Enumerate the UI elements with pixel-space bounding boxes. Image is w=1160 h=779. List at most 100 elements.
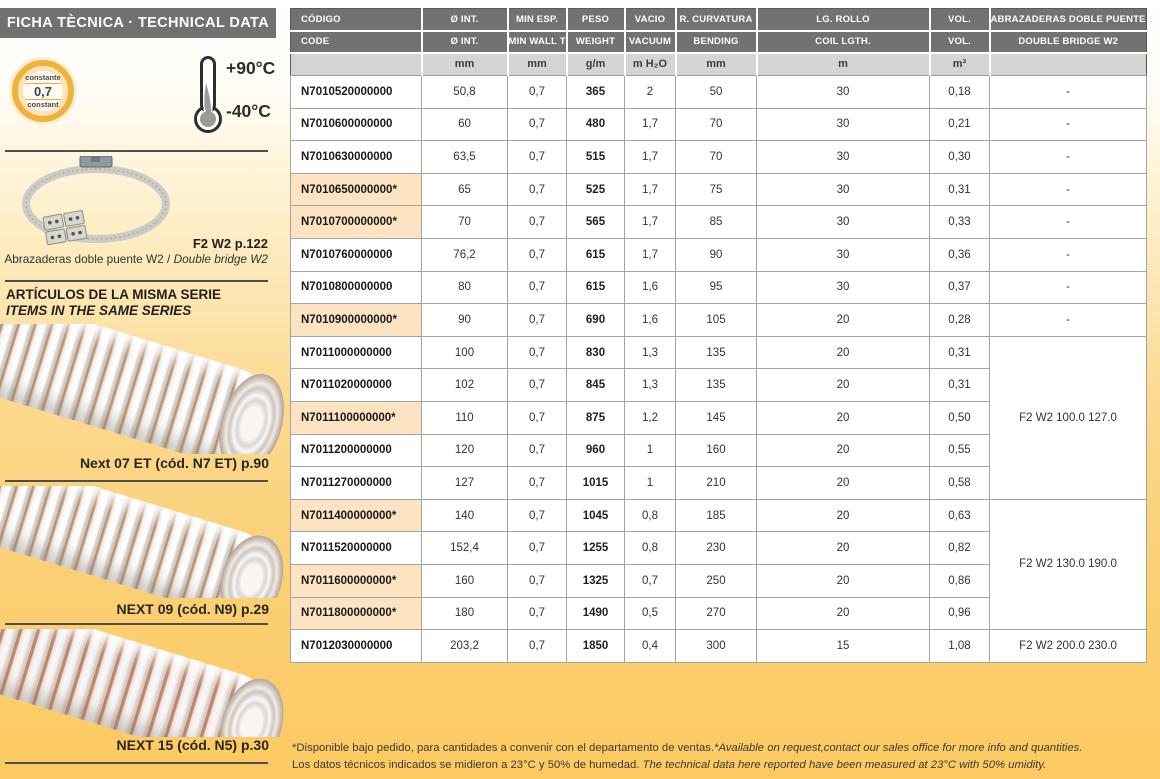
clamp-ref-cell: - [989, 107, 1147, 142]
coil-length-cell: 20 [756, 335, 930, 370]
series-heading-es: ARTÍCULOS DE LA MISMA SERIE [6, 287, 222, 302]
inner-diameter-cell: 60 [421, 107, 508, 142]
weight-cell: 1045 [566, 498, 625, 533]
min-wall-cell: 0,7 [507, 140, 567, 174]
vacuum-cell: 1,7 [624, 237, 676, 272]
vacuum-cell: 1,3 [624, 335, 676, 370]
min-wall-cell: 0,7 [507, 629, 567, 663]
weight-cell: 1255 [566, 531, 625, 565]
hose-image-next07 [0, 324, 285, 454]
coil-length-cell: 20 [756, 596, 930, 631]
min-wall-cell: 0,7 [507, 433, 567, 468]
footnote-2-en: The technical data here reported have be… [642, 759, 1047, 771]
min-wall-cell: 0,7 [507, 596, 567, 631]
volume-cell: 0,58 [929, 466, 990, 500]
sidebar: FICHA TÈCNICA · TECHNICAL DATA constante… [0, 0, 285, 779]
constant-badge: constante 0,7 constant [12, 60, 74, 122]
hose-image-next15 [0, 629, 285, 737]
bending-radius-cell: 95 [675, 270, 757, 305]
bending-radius-cell: 105 [675, 303, 757, 337]
clamp-ref-cell: F2 W2 200.0 230.0 [989, 629, 1147, 663]
min-wall-cell: 0,7 [507, 270, 567, 305]
code-cell: N7012030000000 [290, 629, 422, 663]
weight-cell: 615 [566, 270, 625, 305]
vacuum-cell: 1,7 [624, 107, 676, 142]
units-row: mm mm g/m m H₂O mm m m³ [290, 52, 1147, 76]
weight-cell: 960 [566, 433, 625, 468]
clamp-caption-es: Abrazaderas doble puente W2 / [4, 252, 174, 266]
bending-radius-cell: 230 [675, 531, 757, 565]
min-wall-cell: 0,7 [507, 303, 567, 337]
volume-cell: 0,31 [929, 172, 990, 207]
volume-cell: 0,31 [929, 368, 990, 402]
col-header-weight: WEIGHT [566, 30, 626, 54]
min-wall-cell: 0,7 [507, 498, 567, 533]
min-wall-cell: 0,7 [507, 107, 567, 142]
bending-radius-cell: 185 [675, 498, 757, 533]
unit-mm-2: mm [507, 52, 568, 76]
bending-radius-cell: 50 [675, 75, 757, 109]
bending-radius-cell: 85 [675, 205, 757, 239]
weight-cell: 875 [566, 400, 625, 435]
code-cell: N7010520000000 [290, 75, 422, 109]
footnote-line-1: *Disponible bajo pedido, para cantidades… [292, 740, 1148, 757]
volume-cell: 0,37 [929, 270, 990, 305]
table-row: N7011200000000 120 0,7 960 1 160 20 0,55 [290, 433, 1147, 468]
related-item-next15: NEXT 15 (cód. N5) p.30 [116, 737, 269, 753]
min-wall-cell: 0,7 [507, 172, 567, 207]
unit-mh2o: m H₂O [624, 52, 677, 76]
col-header-code: CODE [290, 30, 423, 54]
weight-cell: 1490 [566, 596, 625, 631]
hose-graphic [0, 629, 284, 737]
weight-cell: 1850 [566, 629, 625, 663]
min-wall-cell: 0,7 [507, 400, 567, 435]
volume-cell: 1,08 [929, 629, 990, 663]
weight-cell: 1325 [566, 563, 625, 598]
vacuum-cell: 1 [624, 433, 676, 468]
clamp-ref-cell: - [989, 205, 1147, 239]
min-wall-cell: 0,7 [507, 237, 567, 272]
weight-cell: 365 [566, 75, 625, 109]
min-wall-cell: 0,7 [507, 368, 567, 402]
bending-radius-cell: 135 [675, 335, 757, 370]
col-header-bending: BENDING [675, 30, 758, 54]
inner-diameter-cell: 110 [421, 400, 508, 435]
volume-cell: 0,50 [929, 400, 990, 435]
bending-radius-cell: 70 [675, 140, 757, 174]
table-row: N7011400000000* 140 0,7 1045 0,8 185 20 0,63 F2 … [290, 498, 1147, 631]
inner-diameter-cell: 160 [421, 563, 508, 598]
temperature-min: -40°C [226, 101, 271, 121]
code-cell: N7011270000000 [290, 466, 422, 500]
volume-cell: 0,21 [929, 107, 990, 142]
vacuum-cell: 0,5 [624, 596, 676, 631]
inner-diameter-cell: 70 [421, 205, 508, 239]
table-row: N7012030000000 203,2 0,7 1850 0,4 300 15 1,08 F2… [290, 629, 1147, 663]
vacuum-cell: 0,7 [624, 563, 676, 598]
bending-radius-cell: 210 [675, 466, 757, 500]
vacuum-cell: 1,7 [624, 140, 676, 174]
related-item-next07: Next 07 ET (cód. N7 ET) p.90 [79, 455, 269, 471]
volume-cell: 0,31 [929, 335, 990, 370]
constant-badge-text: constante 0,7 constant [25, 73, 61, 109]
weight-cell: 615 [566, 237, 625, 272]
footnote-1-en: *Available on request,contact our sales … [714, 742, 1083, 754]
weight-cell: 1015 [566, 466, 625, 500]
code-cell: N7011200000000 [290, 433, 422, 468]
bending-radius-cell: 300 [675, 629, 757, 663]
col-header-vol: VOL. [929, 8, 991, 32]
unit-m: m [756, 52, 931, 76]
badge-value: 0,7 [25, 82, 61, 100]
table-row: N7011270000000 127 0,7 1015 1 210 20 0,58 [290, 466, 1147, 500]
volume-cell: 0,30 [929, 140, 990, 174]
coil-length-cell: 20 [756, 303, 930, 337]
min-wall-cell: 0,7 [507, 531, 567, 565]
col-header-abrazaderas: ABRAZADERAS DOBLE PUENTE W2 [989, 8, 1147, 32]
col-header-minwall: MIN WALL TH. [507, 30, 568, 54]
min-wall-cell: 0,7 [507, 335, 567, 370]
coil-length-cell: 20 [756, 433, 930, 468]
clamp-ref-cell: F2 W2 100.0 127.0 [989, 335, 1147, 500]
code-cell: N7010650000000* [290, 172, 422, 207]
coil-length-cell: 30 [756, 205, 930, 239]
min-wall-cell: 0,7 [507, 205, 567, 239]
vacuum-cell: 0,8 [624, 531, 676, 565]
